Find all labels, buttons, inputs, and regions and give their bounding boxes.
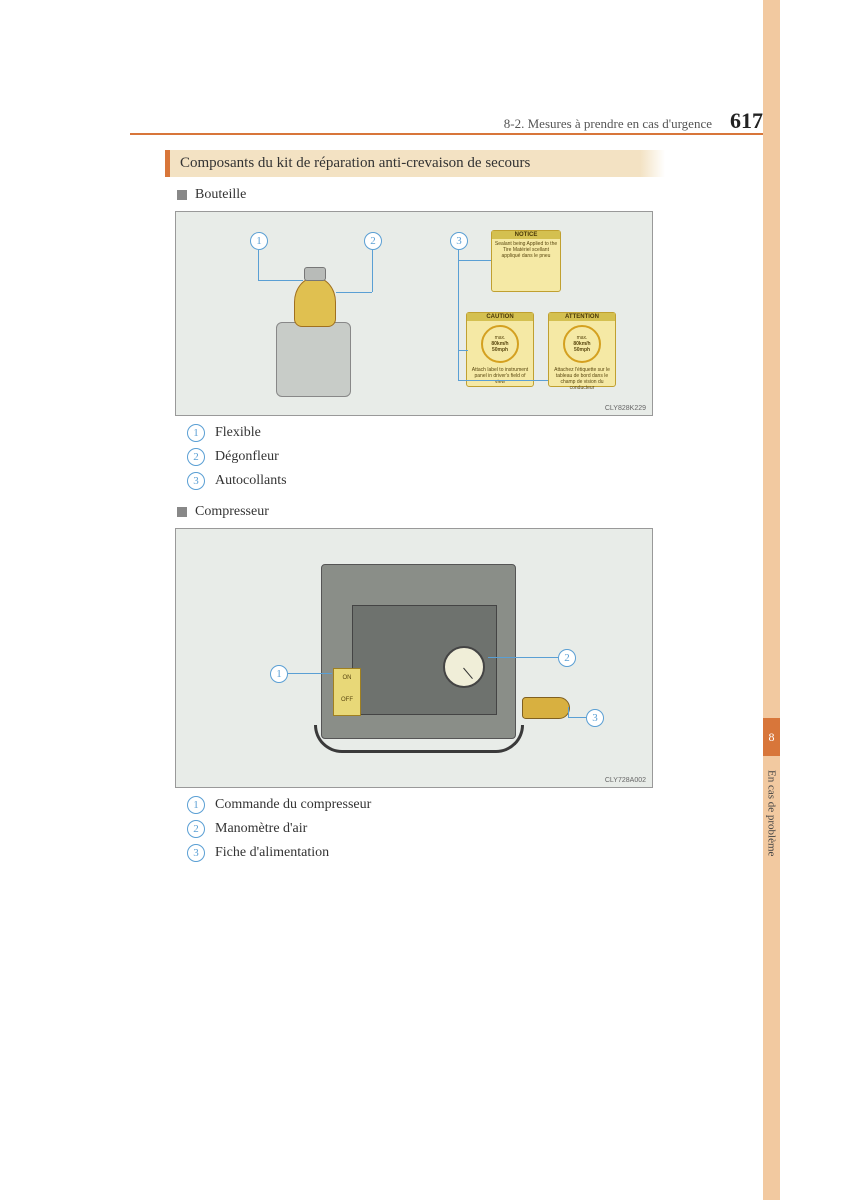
compressor-switch: ON OFF — [333, 668, 361, 716]
callout-icon: 1 — [187, 796, 205, 814]
switch-off-label: OFF — [334, 681, 360, 703]
legend-bouteille: 1 Flexible 2 Dégonfleur 3 Autocollants — [187, 424, 665, 490]
legend-text: Flexible — [215, 425, 261, 441]
subheading-compresseur: Compresseur — [177, 504, 665, 520]
leader-line — [568, 717, 586, 718]
gauge-needle — [463, 668, 473, 679]
bullet-square-icon — [177, 190, 187, 200]
legend-item: 1 Commande du compresseur — [187, 796, 665, 814]
sticker-caution-foot: Attach label to instrument panel in driv… — [467, 365, 533, 387]
callout-icon: 2 — [187, 448, 205, 466]
callout-1-icon: 1 — [250, 232, 268, 250]
side-tab-background — [763, 0, 780, 1200]
bottle-body — [276, 322, 351, 397]
breadcrumb: 8-2. Mesures à prendre en cas d'urgence — [504, 116, 712, 132]
speed-circle-icon: max. 80km/h 50mph — [481, 325, 519, 363]
sticker-caution-head: CAUTION — [467, 313, 533, 321]
pressure-gauge-icon — [443, 646, 485, 688]
legend-item: 2 Dégonfleur — [187, 448, 665, 466]
legend-text: Commande du compresseur — [215, 797, 371, 813]
leader-line — [288, 673, 332, 674]
legend-text: Manomètre d'air — [215, 821, 307, 837]
sticker-attention-head: ATTENTION — [549, 313, 615, 321]
callout-icon: 1 — [187, 424, 205, 442]
leader-line — [458, 260, 491, 261]
compressor-body: ON OFF — [321, 564, 516, 739]
manual-page: 8 En cas de problème 8-2. Mesures à pren… — [0, 0, 848, 1200]
callout-3-icon: 3 — [586, 709, 604, 727]
figure-bouteille: NOTICE Sealant being Applied to the Tire… — [175, 211, 653, 416]
switch-on-label: ON — [334, 669, 360, 681]
sticker-attention: ATTENTION max. 80km/h 50mph Attachez l'é… — [548, 312, 616, 387]
callout-2-icon: 2 — [558, 649, 576, 667]
speed-circle-icon: max. 80km/h 50mph — [563, 325, 601, 363]
legend-item: 3 Autocollants — [187, 472, 665, 490]
leader-line — [258, 280, 303, 281]
sticker-notice-head: NOTICE — [492, 231, 560, 239]
speed-mph: 50mph — [574, 347, 590, 353]
callout-icon: 2 — [187, 820, 205, 838]
header-rule — [130, 133, 763, 135]
leader-line — [458, 380, 548, 381]
legend-text: Fiche d'alimentation — [215, 845, 329, 861]
sticker-notice: NOTICE Sealant being Applied to the Tire… — [491, 230, 561, 292]
figure-code: CLY728A002 — [605, 777, 646, 784]
sticker-caution: CAUTION max. 80km/h 50mph Attach label t… — [466, 312, 534, 387]
legend-item: 2 Manomètre d'air — [187, 820, 665, 838]
bottle-illustration — [266, 267, 366, 397]
compressor-panel: ON OFF — [352, 605, 497, 715]
legend-compresseur: 1 Commande du compresseur 2 Manomètre d'… — [187, 796, 665, 862]
callout-icon: 3 — [187, 472, 205, 490]
sticker-attention-foot: Attachez l'étiquette sur le tableau de b… — [549, 365, 615, 393]
legend-text: Dégonfleur — [215, 449, 279, 465]
page-header: 8-2. Mesures à prendre en cas d'urgence … — [130, 108, 763, 134]
leader-line — [372, 250, 373, 292]
page-number: 617 — [730, 108, 763, 134]
speed-mph: 50mph — [492, 347, 508, 353]
sticker-notice-body: Sealant being Applied to the Tire Matéri… — [492, 239, 560, 261]
section-title: Composants du kit de réparation anti-cre… — [165, 150, 665, 177]
content-area: Composants du kit de réparation anti-cre… — [165, 150, 665, 876]
bullet-square-icon — [177, 507, 187, 517]
leader-line — [336, 292, 372, 293]
subheading-label: Bouteille — [195, 187, 246, 203]
legend-text: Autocollants — [215, 473, 287, 489]
legend-item: 3 Fiche d'alimentation — [187, 844, 665, 862]
callout-1-icon: 1 — [270, 665, 288, 683]
figure-compresseur: ON OFF 1 2 3 CLY728A002 — [175, 528, 653, 788]
power-plug-icon — [522, 697, 570, 719]
subheading-bouteille: Bouteille — [177, 187, 665, 203]
chapter-tab: 8 — [763, 718, 780, 756]
subheading-label: Compresseur — [195, 504, 269, 520]
bottle-nozzle — [304, 267, 326, 281]
callout-icon: 3 — [187, 844, 205, 862]
leader-line — [488, 657, 558, 658]
power-cable — [314, 725, 524, 753]
callout-3-icon: 3 — [450, 232, 468, 250]
legend-item: 1 Flexible — [187, 424, 665, 442]
leader-line — [458, 350, 468, 351]
chapter-label-vertical: En cas de problème — [763, 770, 780, 930]
bottle-cap — [294, 277, 336, 327]
leader-line — [568, 707, 569, 717]
leader-line — [458, 250, 459, 380]
leader-line — [258, 250, 259, 280]
figure-code: CLY828K229 — [605, 405, 646, 412]
callout-2-icon: 2 — [364, 232, 382, 250]
